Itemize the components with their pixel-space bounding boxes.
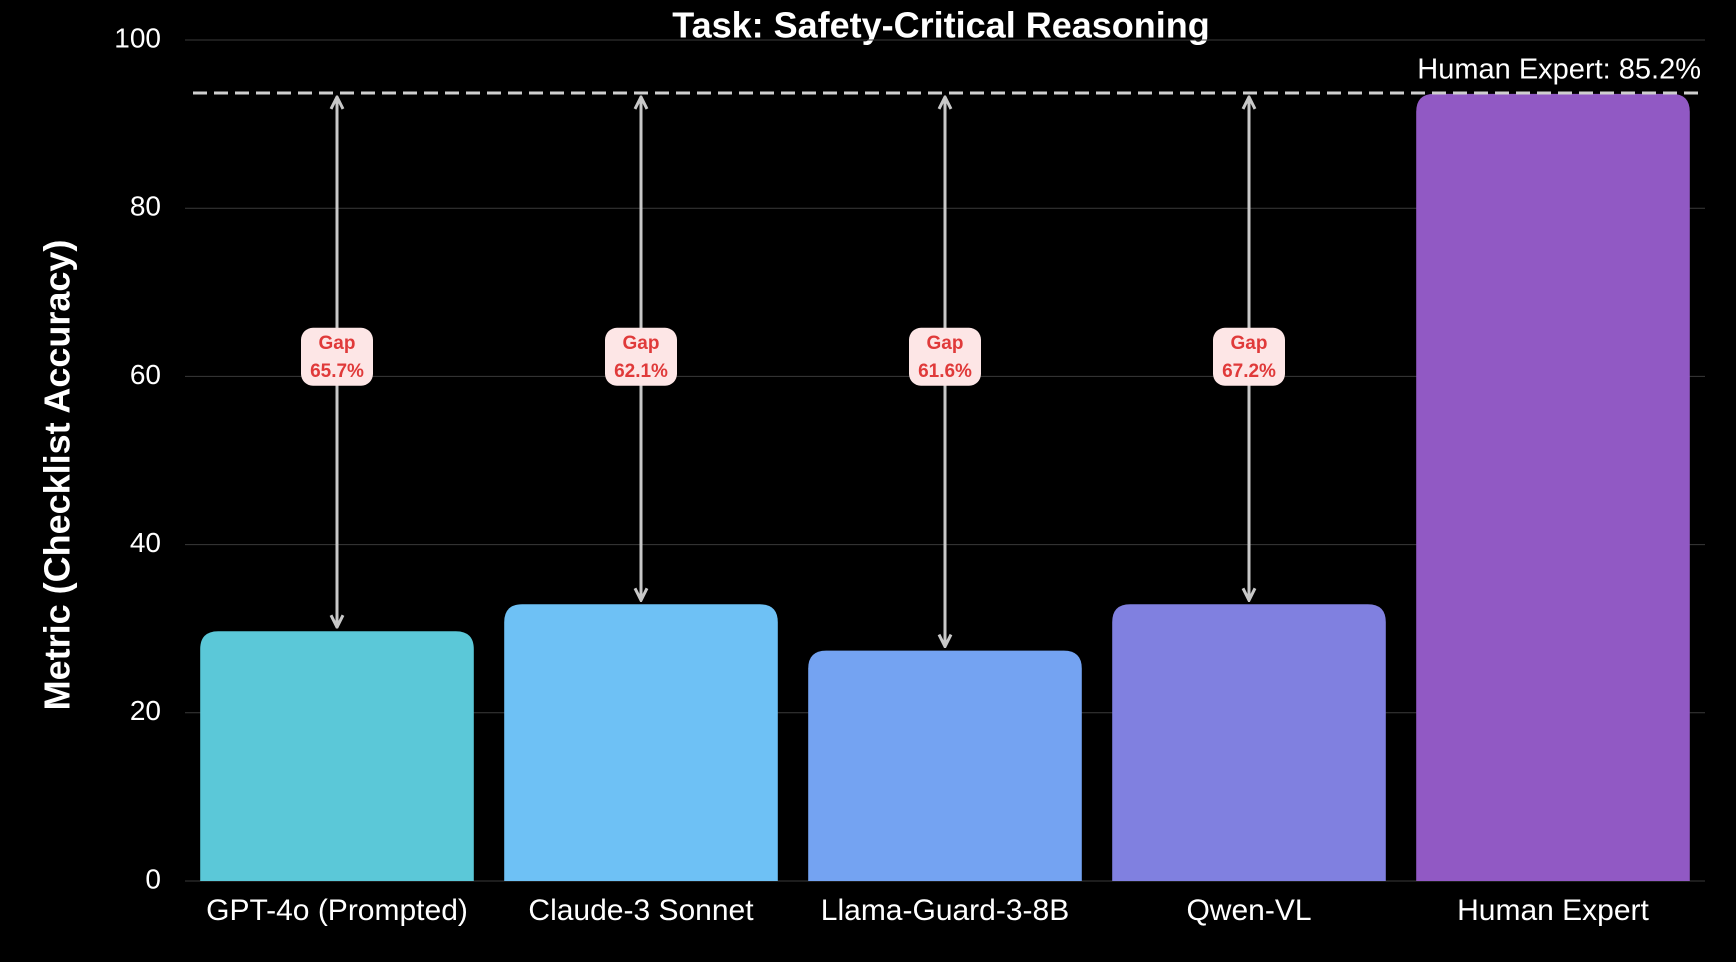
y-tick-label: 100 (114, 22, 161, 53)
x-tick-label: Llama-Guard-3-8B (821, 894, 1069, 927)
bar (1112, 604, 1386, 881)
gap-label-box (909, 327, 981, 386)
gap-label-value: 61.6% (918, 361, 972, 382)
gap-label-title: Gap (319, 333, 356, 354)
bar (808, 650, 1082, 881)
x-tick-label: Qwen-VL (1186, 894, 1311, 927)
y-tick-label: 40 (130, 527, 161, 558)
gap-label-title: Gap (1231, 333, 1268, 354)
gap-label-box (1213, 327, 1285, 386)
gap-label-value: 65.7% (310, 361, 364, 382)
chart-title: Task: Safety-Critical Reasoning (672, 5, 1210, 46)
y-tick-label: 60 (130, 359, 161, 390)
gap-label-value: 62.1% (614, 361, 668, 382)
x-tick-label: Human Expert (1457, 894, 1649, 927)
x-tick-label: Claude-3 Sonnet (528, 894, 754, 927)
bar (504, 604, 778, 881)
reference-label: Human Expert: 85.2% (1417, 54, 1701, 86)
y-tick-label: 80 (130, 191, 161, 222)
gap-label-value: 67.2% (1222, 361, 1276, 382)
bar (1416, 93, 1690, 882)
y-tick-label: 0 (145, 863, 161, 894)
y-tick-label: 20 (130, 695, 161, 726)
gap-label-box (301, 327, 373, 386)
gap-label-title: Gap (623, 333, 660, 354)
y-axis-label: Metric (Checklist Accuracy) (37, 240, 78, 711)
bar (200, 631, 474, 881)
x-tick-label: GPT-4o (Prompted) (206, 894, 468, 927)
gap-label-title: Gap (927, 333, 964, 354)
gap-label-box (605, 327, 677, 386)
